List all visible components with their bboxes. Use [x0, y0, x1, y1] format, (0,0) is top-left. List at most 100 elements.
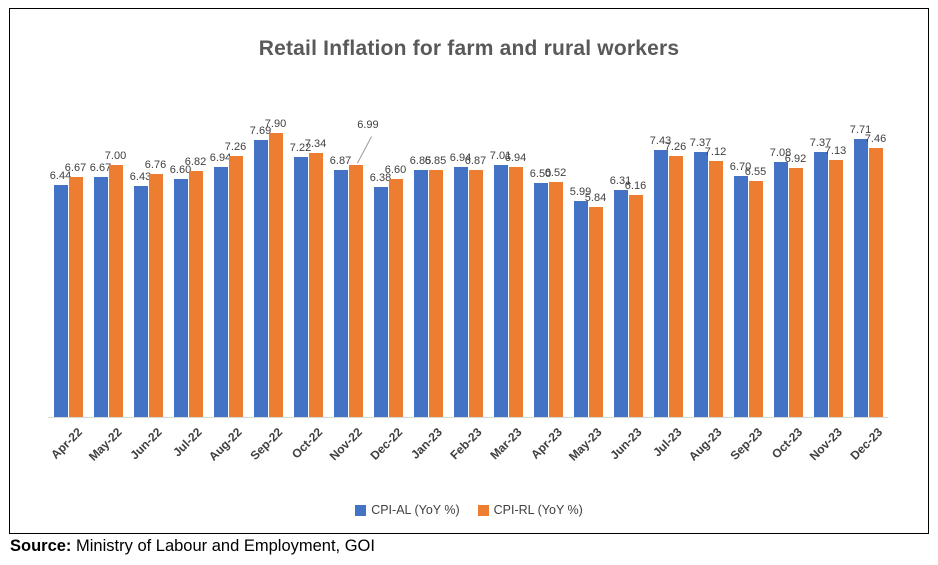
data-label: 6.67 [89, 161, 112, 174]
bar-cpi-rl-yoy-nov-23: 7.13 [825, 145, 846, 417]
x-axis-label-apr-23: Apr-23 [528, 425, 565, 462]
bar-cpi-al-yoy-jun-22: 6.43 [130, 171, 151, 417]
legend-label-cpi-rl: CPI-RL (YoY %) [493, 503, 583, 517]
chart-title: Retail Inflation for farm and rural work… [258, 37, 680, 60]
bar-group-aug-22: 6.94 7.26 [208, 127, 248, 417]
data-label: 7.22 [289, 142, 312, 155]
x-cell: Jan-23 [408, 421, 448, 481]
x-cell: Jun-23 [608, 421, 648, 481]
x-cell: Mar-23 [488, 421, 528, 481]
x-cell: Oct-22 [288, 421, 328, 481]
source-line: Source: Ministry of Labour and Employmen… [10, 537, 375, 556]
data-label: 6.76 [144, 158, 167, 171]
bar-group-dec-23: 7.71 7.46 [848, 124, 888, 417]
bar-group-jun-23: 6.31 6.16 [608, 127, 648, 417]
data-label: 6.85 [424, 155, 447, 168]
x-cell: Apr-23 [528, 421, 568, 481]
bar-group-sep-23: 6.70 6.55 [728, 127, 768, 417]
bar-cpi-rl-yoy-sep-23: 6.55 [745, 166, 766, 417]
x-axis-label-may-23: May-23 [566, 425, 605, 464]
x-axis-label-nov-23: Nov-23 [806, 425, 845, 464]
chart-frame: Retail Inflation for farm and rural work… [9, 8, 929, 534]
bar-cpi-rl-yoy-aug-23: 7.12 [705, 146, 726, 417]
x-axis-label-aug-22: Aug-22 [206, 425, 245, 464]
data-label: 7.37 [689, 136, 712, 149]
x-cell: May-22 [86, 421, 128, 481]
bar-group-jul-23: 7.43 7.26 [648, 127, 688, 417]
data-label: 7.46 [864, 133, 887, 146]
chart-legend: CPI-AL (YoY %) CPI-RL (YoY %) [10, 503, 928, 517]
bar-cpi-al-yoy-oct-22: 7.22 [290, 142, 311, 417]
data-label: 6.99 [357, 119, 379, 132]
data-label: 6.50 [529, 168, 552, 180]
bar-cpi-al-yoy-dec-23: 7.71 [850, 124, 871, 417]
data-label: 7.90 [264, 117, 287, 130]
x-cell: Sep-23 [727, 421, 768, 481]
data-label: 6.38 [369, 172, 392, 185]
bar-cpi-rl-yoy-aug-22: 7.26 [225, 141, 246, 417]
legend-item-cpi-al: CPI-AL (YoY %) [355, 503, 460, 517]
bar-group-oct-22: 7.22 7.34 [288, 127, 328, 417]
data-label: 7.34 [304, 137, 327, 150]
bar-cpi-al-yoy-aug-22: 6.94 [210, 152, 231, 417]
x-axis-label-dec-22: Dec-22 [367, 425, 405, 463]
bar-group-may-22: 6.67 7.00 [88, 127, 128, 417]
x-cell: Oct-23 [768, 421, 808, 481]
data-label: 6.44 [49, 170, 72, 183]
source-text: Ministry of Labour and Employment, GOI [71, 537, 375, 555]
bar-cpi-rl-yoy-oct-23: 6.92 [785, 153, 806, 417]
data-label: 6.92 [784, 152, 807, 165]
bar-cpi-rl-yoy-may-22: 7.00 [105, 150, 126, 417]
bar-group-sep-22: 7.69 7.90 [248, 118, 288, 417]
data-label: 6.55 [744, 166, 767, 179]
bar-cpi-rl-yoy-sep-22: 7.90 [265, 118, 286, 417]
bar-group-aug-23: 7.37 7.12 [688, 127, 728, 417]
data-label: 7.69 [249, 125, 272, 138]
bar-cpi-al-yoy-oct-23: 7.08 [770, 147, 791, 417]
data-label: 7.37 [809, 136, 832, 149]
x-cell: Jun-22 [128, 421, 168, 481]
x-axis-label-dec-23: Dec-23 [847, 425, 885, 463]
x-axis-label-jan-23: Jan-23 [408, 425, 445, 462]
data-label: 6.87 [464, 154, 487, 167]
bar-cpi-al-yoy-apr-23: 6.50 [530, 168, 551, 417]
x-axis-label-feb-23: Feb-23 [447, 425, 485, 463]
x-axis-label-mar-23: Mar-23 [487, 425, 525, 463]
bar-cpi-al-yoy-dec-22: 6.38 [370, 172, 391, 417]
bar-cpi-al-yoy-jul-23: 7.43 [650, 135, 671, 417]
bar-group-apr-22: 6.44 6.67 [48, 127, 88, 417]
x-axis-label-oct-22: Oct-22 [288, 425, 325, 462]
bar-cpi-al-yoy-aug-23: 7.37 [690, 137, 711, 417]
legend-label-cpi-al: CPI-AL (YoY %) [371, 503, 460, 517]
data-label: 6.87 [329, 154, 352, 167]
data-label: 6.70 [729, 160, 752, 173]
x-cell: Jul-23 [648, 421, 688, 481]
bar-group-mar-23: 7.01 6.94 [488, 127, 528, 417]
data-label: 7.12 [704, 145, 727, 158]
x-axis-label-oct-23: Oct-23 [768, 425, 805, 462]
bar-cpi-rl-yoy-jul-23: 7.26 [665, 141, 686, 417]
bar-cpi-rl-yoy-mar-23: 6.94 [505, 152, 526, 417]
bar-cpi-rl-yoy-apr-22: 6.67 [65, 162, 86, 417]
bar-cpi-al-yoy-apr-22: 6.44 [50, 170, 71, 417]
bar-cpi-al-yoy-jun-23: 6.31 [610, 175, 631, 417]
x-axis-label-jun-23: Jun-23 [607, 425, 645, 463]
x-axis-label-sep-22: Sep-22 [247, 425, 285, 463]
bar-cpi-al-yoy-jul-22: 6.60 [170, 164, 191, 417]
bar-group-nov-23: 7.37 7.13 [808, 127, 848, 417]
x-axis-label-nov-22: Nov-22 [326, 425, 365, 464]
plot-area: 6.44 6.67 6.67 7.00 6.43 6.76 6.60 6.82 6.94 7.26… [48, 118, 888, 418]
legend-item-cpi-rl: CPI-RL (YoY %) [477, 503, 583, 517]
data-label: 6.94 [449, 152, 472, 165]
bar-group-jul-22: 6.60 6.82 [168, 127, 208, 417]
x-cell: Nov-23 [806, 421, 848, 481]
x-cell: Dec-22 [367, 421, 408, 481]
data-label: 7.71 [849, 124, 872, 137]
bar-cpi-rl-yoy-dec-22: 6.60 [385, 164, 406, 417]
x-cell: Aug-23 [686, 421, 728, 481]
bar-cpi-rl-yoy-feb-23: 6.87 [465, 155, 486, 417]
bar-cpi-al-yoy-sep-23: 6.70 [730, 161, 751, 417]
bar-cpi-rl-yoy-nov-22: 6.99 [348, 119, 379, 417]
data-label: 7.01 [489, 149, 512, 162]
bar-cpi-al-yoy-jan-23: 6.85 [410, 155, 431, 417]
